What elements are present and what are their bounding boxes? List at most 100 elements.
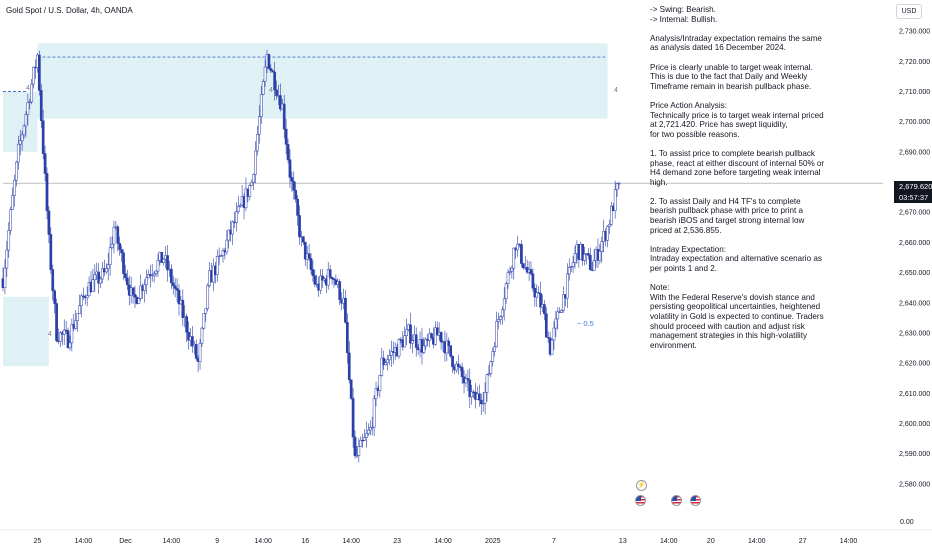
candle-body [562,294,565,311]
time-tick-label: 14:00 [75,538,93,545]
candle-body [120,249,123,254]
candle-body [282,103,286,130]
candle-body [133,294,137,298]
candle-body [424,338,428,347]
candle-body [344,297,347,323]
candle-body [254,150,257,175]
candle-body [74,320,78,329]
price-tick-label: 2,650.000 [899,270,930,277]
candle-body [479,399,483,405]
candle-body [91,279,95,292]
candle-body [422,345,426,353]
zone-mark-left-bottom: 4 [48,331,52,338]
zone-mark-right: 4 [614,87,618,94]
candle-body [252,174,255,183]
candle-body [546,336,550,339]
time-tick-label: 14:00 [342,538,360,545]
candle-body [244,188,248,209]
time-tick-label: 7 [552,538,556,545]
candle-body [15,161,18,181]
candle-body [137,298,141,304]
candle-body [451,355,454,368]
candle-body [78,305,81,314]
candle-body [332,278,336,281]
candle-body [68,342,72,349]
candle-body [466,378,470,381]
candle-body [552,327,556,341]
candle-body [108,247,112,265]
candle-body [380,357,384,376]
candle-body [99,278,102,284]
candle-body [3,267,7,288]
us-flag-icon[interactable] [635,495,646,506]
candle-body [403,335,407,348]
price-tick-label: 2,600.000 [899,421,930,428]
candle-body [145,277,148,286]
candle-body [497,319,500,322]
candle-body [521,263,525,269]
zones-layer [3,43,608,367]
candle-body [397,339,401,357]
candle-body [355,455,359,457]
candle-body [284,128,288,145]
candle-body [169,268,173,284]
candle-body [80,295,83,306]
symbol-title[interactable]: Gold Spot / U.S. Dollar, 4h, OANDA [6,6,133,15]
candle-body [76,313,79,322]
candle-body [194,344,198,359]
candle-body [18,140,22,145]
candle-body [39,90,43,121]
candle-body [470,391,474,398]
candle-body [37,54,41,91]
candle-body [279,95,282,110]
levels-layer: − 0.5 [3,56,883,328]
candle-body [16,143,20,163]
candle-body [236,206,240,212]
candle-body [439,331,443,343]
candle-body [131,287,135,295]
candle-body [81,295,85,298]
candle-body [173,285,177,289]
price-tick-label: 2,660.000 [899,240,930,247]
candle-body [41,120,45,154]
candle-body [588,255,592,270]
candle-body [581,244,585,261]
candle-body [506,272,510,284]
candle-body [554,318,558,329]
time-axis[interactable]: 25 14:00 Dec 14:00 9 14:00 16 14:00 23 14:00 2025 7… [0,529,932,545]
time-tick-label: 25 [34,538,42,545]
candle-body [13,179,16,196]
candle-body [47,210,51,235]
candle-body [537,292,541,294]
candle-body [445,340,449,354]
time-tick-label: Dec [119,538,132,545]
bar-countdown: 03:57:37 [899,192,929,202]
candle-body [225,239,229,253]
candle-body [235,211,238,224]
time-tick-label: 14:00 [840,538,858,545]
candle-body [361,440,365,442]
time-tick-label: 16 [301,538,309,545]
candle-body [598,251,602,261]
candle-body [11,195,14,210]
candle-body [143,284,146,291]
candle-body [185,316,189,333]
current-price-tag[interactable]: 2,679.620 03:57:37 [894,181,932,203]
time-tick-label: 20 [707,538,715,545]
candle-body [49,234,53,270]
candle-body [273,71,277,91]
price-tick-label: 2,580.000 [899,481,930,488]
candle-body [147,274,150,279]
lightning-icon[interactable]: ⚡ [636,480,647,491]
candle-body [535,292,539,298]
us-flag-icon[interactable] [671,495,682,506]
currency-button[interactable]: USD [896,4,922,19]
price-axis[interactable]: 2,730.000 2,720.000 2,710.000 2,700.000 2,69… [899,29,930,526]
us-flag-icon[interactable] [690,495,701,506]
candle-body [455,363,458,371]
candle-body [458,366,462,368]
candle-body [447,340,451,346]
note-point-1: 1. To assist price to complete bearish p… [650,148,825,187]
candle-body [200,327,204,344]
